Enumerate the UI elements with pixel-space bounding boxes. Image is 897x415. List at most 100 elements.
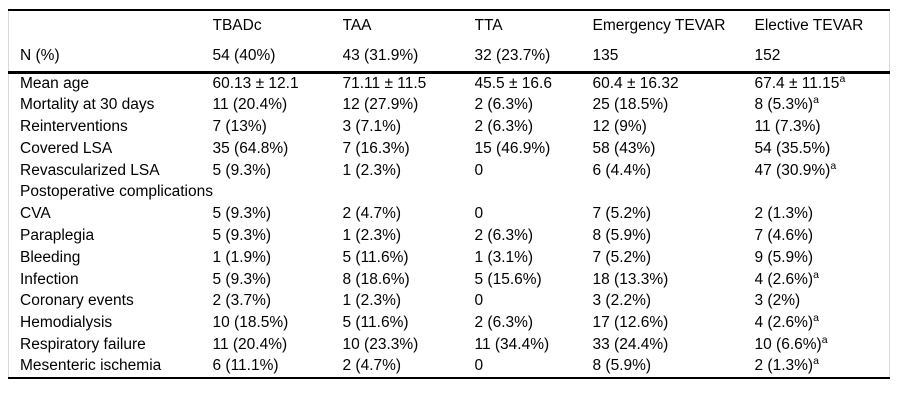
value-cell: 4 (2.6%)a xyxy=(754,268,819,288)
value-cell: 5 (9.3%) xyxy=(212,161,272,179)
row-label: Revascularized LSA xyxy=(20,161,160,179)
value-cell: 11 (20.4%) xyxy=(212,335,288,353)
value-cell: 11 (34.4%) xyxy=(474,335,550,353)
value-cell: 0 xyxy=(474,292,484,310)
value-cell: 2 (6.3%) xyxy=(474,96,534,114)
value-cell: 1 (3.1%) xyxy=(474,248,534,266)
outcomes-table: TBADc TAA TTA Emergency TEVAR Elective TEVAR… xyxy=(8,9,890,379)
table-row: Revascularized LSA 5 (9.3%) 1 (2.3%) 0 6 (4.… xyxy=(9,160,890,182)
subheader-value: 43 (31.9%) xyxy=(342,46,419,64)
table-row: Mesenteric ischemia 6 (11.1%) 2 (4.7%) 0 8 (… xyxy=(9,356,890,378)
footnote-marker: a xyxy=(830,159,837,172)
value-cell: 2 (6.3%) xyxy=(474,226,534,244)
value-cell: 11 (7.3%) xyxy=(754,117,821,135)
value-cell: 7 (5.2%) xyxy=(592,205,652,223)
value-cell: 47 (30.9%)a xyxy=(754,159,837,179)
value-cell: 7 (16.3%) xyxy=(342,139,410,157)
value-cell: 8 (5.9%) xyxy=(592,226,652,244)
value-cell: 60.13 ± 12.1 xyxy=(212,75,299,93)
value-cell: 2 (1.3%) xyxy=(754,205,814,223)
footnote-marker: a xyxy=(839,72,846,85)
value-cell: 7 (4.6%) xyxy=(754,226,814,244)
corner-cell xyxy=(9,10,213,40)
subheader-value: 135 xyxy=(592,46,619,64)
value-cell: 5 (15.6%) xyxy=(474,270,542,288)
value-cell: 54 (35.5%) xyxy=(754,139,831,157)
value-cell: 3 (2%) xyxy=(754,292,801,310)
value-cell: 67.4 ± 11.15a xyxy=(754,72,846,93)
value-cell: 2 (6.3%) xyxy=(474,117,534,135)
value-cell: 5 (9.3%) xyxy=(212,226,272,244)
footnote-marker: a xyxy=(813,94,819,107)
value-cell: 1 (2.3%) xyxy=(342,292,402,310)
value-cell: 5 (9.3%) xyxy=(212,270,272,288)
section-header: Postoperative complications xyxy=(20,183,213,201)
value-cell: 45.5 ± 16.6 xyxy=(474,75,552,93)
value-cell: 2 (1.3%)a xyxy=(754,355,819,375)
table-row: Infection 5 (9.3%) 8 (18.6%) 5 (15.6%) 18 (1… xyxy=(9,269,890,291)
footnote-marker: a xyxy=(813,268,819,281)
value-cell: 5 (9.3%) xyxy=(212,205,272,223)
value-cell: 5 (11.6%) xyxy=(342,248,409,266)
row-label: Paraplegia xyxy=(20,226,95,244)
value-cell: 2 (4.7%) xyxy=(342,205,402,223)
table-row: Mortality at 30 days 11 (20.4%) 12 (27.9%)… xyxy=(9,94,890,116)
value-cell: 10 (18.5%) xyxy=(212,314,289,332)
value-cell: 10 (6.6%)a xyxy=(754,334,828,353)
footnote-marker: a xyxy=(813,312,819,324)
value-cell: 6 (4.4%) xyxy=(592,161,652,179)
value-cell: 6 (11.1%) xyxy=(212,357,279,375)
table-row: Covered LSA 35 (64.8%) 7 (16.3%) 15 (46.9%)… xyxy=(9,138,890,160)
value-cell: 60.4 ± 16.32 xyxy=(592,75,679,93)
value-cell: 8 (5.3%)a xyxy=(754,94,819,114)
column-header: Elective TEVAR xyxy=(754,16,864,34)
value-cell: 8 (18.6%) xyxy=(342,270,410,288)
table-row: Coronary events 2 (3.7%) 1 (2.3%) 0 3 (2.2%)… xyxy=(9,290,890,312)
row-label: Covered LSA xyxy=(20,139,113,157)
row-label: Mesenteric ischemia xyxy=(20,357,162,375)
value-cell: 3 (7.1%) xyxy=(342,117,402,135)
table-row: Respiratory failure 11 (20.4%) 10 (23.3%) 1… xyxy=(9,334,890,356)
row-label: Reinterventions xyxy=(20,117,128,135)
value-cell: 0 xyxy=(474,161,484,179)
value-cell: 18 (13.3%) xyxy=(592,270,669,288)
value-cell: 1 (1.9%) xyxy=(212,248,272,266)
row-label: Coronary events xyxy=(20,292,134,310)
value-cell: 17 (12.6%) xyxy=(592,314,669,332)
value-cell: 2 (6.3%) xyxy=(474,314,534,332)
value-cell: 12 (9%) xyxy=(592,117,647,135)
column-header: TBADc xyxy=(212,16,262,34)
value-cell: 35 (64.8%) xyxy=(212,139,289,157)
subheader-value: 32 (23.7%) xyxy=(474,46,551,64)
value-cell: 58 (43%) xyxy=(592,139,656,157)
table-row: Reinterventions 7 (13%) 3 (7.1%) 2 (6.3%) 12… xyxy=(9,116,890,138)
row-label: Hemodialysis xyxy=(20,314,113,332)
table-row: Bleeding 1 (1.9%) 5 (11.6%) 1 (3.1%) 7 (5.2%… xyxy=(9,247,890,269)
row-label: Bleeding xyxy=(20,248,81,266)
table-body: Mean age 60.13 ± 12.1 71.11 ± 11.5 45.5 ± 1… xyxy=(9,73,890,378)
table-row: Hemodialysis 10 (18.5%) 5 (11.6%) 2 (6.3%) 1… xyxy=(9,312,890,334)
table-header: TBADc TAA TTA Emergency TEVAR Elective TEVAR… xyxy=(8,10,890,73)
value-cell: 2 (3.7%) xyxy=(212,292,272,310)
row-label: Respiratory failure xyxy=(20,335,146,353)
value-cell: 8 (5.9%) xyxy=(592,357,652,375)
row-label: Mortality at 30 days xyxy=(20,96,155,114)
table-row: Mean age 60.13 ± 12.1 71.11 ± 11.5 45.5 ± 1… xyxy=(9,73,890,95)
value-cell: 10 (23.3%) xyxy=(342,335,419,353)
value-cell: 7 (5.2%) xyxy=(592,248,652,266)
value-cell: 0 xyxy=(474,205,484,223)
value-cell: 11 (20.4%) xyxy=(212,96,288,114)
row-label: Infection xyxy=(20,270,79,288)
value-cell: 9 (5.9%) xyxy=(754,248,814,266)
table-row: CVA 5 (9.3%) 2 (4.7%) 0 7 (5.2%) 2 (1.3%) xyxy=(9,203,890,225)
subheader-value: 54 (40%) xyxy=(212,46,276,64)
value-cell: 5 (11.6%) xyxy=(342,314,409,332)
section-row: Postoperative complications xyxy=(9,181,890,203)
footnote-marker: a xyxy=(821,334,828,346)
column-header: TAA xyxy=(342,16,372,34)
row-label: CVA xyxy=(20,205,51,223)
outcomes-table-container: TBADc TAA TTA Emergency TEVAR Elective TEVAR… xyxy=(8,9,890,379)
column-header: Emergency TEVAR xyxy=(592,16,726,34)
value-cell: 1 (2.3%) xyxy=(342,226,402,244)
value-cell: 33 (24.4%) xyxy=(592,335,669,353)
